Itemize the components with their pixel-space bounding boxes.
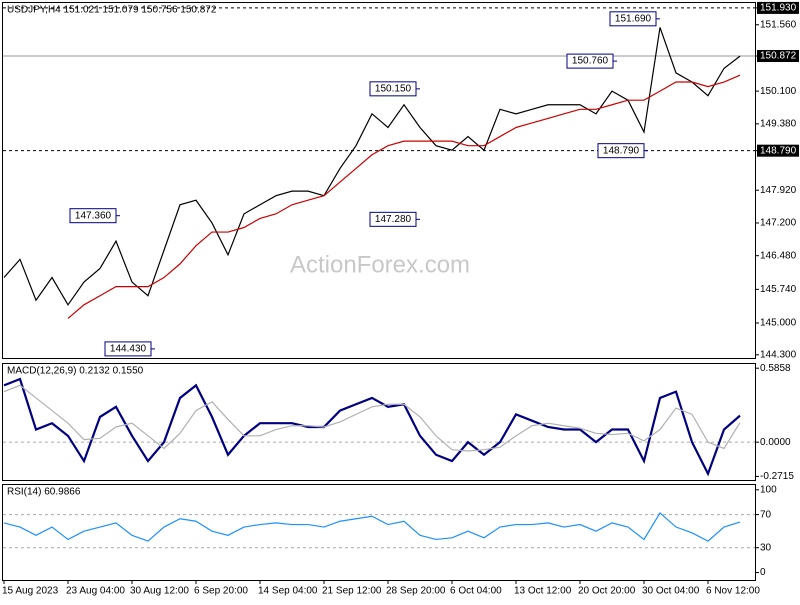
x-tick-label: 15 Aug 2023 — [2, 586, 59, 597]
series-line — [3, 384, 741, 452]
x-tick-label: 30 Oct 04:00 — [642, 586, 700, 597]
watermark: ActionForex.com — [290, 251, 470, 278]
x-tick-label: 13 Oct 12:00 — [514, 586, 572, 597]
x-tick-label: 6 Nov 12:00 — [706, 586, 760, 597]
annotation-box — [104, 341, 152, 357]
y-tick-label: 146.480 — [760, 250, 797, 261]
x-tick-label: 6 Sep 20:00 — [194, 586, 248, 597]
macd-panel — [2, 363, 756, 481]
tick-highlight — [757, 1, 799, 14]
y-tick-label: 149.380 — [760, 118, 797, 129]
macd-title: MACD(12,26,9) 0.2132 0.1550 — [7, 366, 144, 377]
annotation-box — [597, 143, 645, 159]
y-tick-label: 100 — [760, 484, 777, 495]
x-tick-label: 21 Sep 12:00 — [322, 586, 382, 597]
price-title: USDJPY,H4 151.021 151.079 150.756 150.87… — [7, 5, 217, 16]
y-tick-label: 145.740 — [760, 284, 797, 295]
y-tick-label: 150.872 — [760, 51, 797, 62]
x-tick-label: 20 Oct 20:00 — [578, 586, 636, 597]
annotation-box — [69, 208, 117, 224]
series-line — [3, 377, 741, 477]
y-tick-label: 30 — [760, 542, 772, 553]
rsi-title: RSI(14) 60.9866 — [7, 487, 81, 498]
annotation-label: 144.430 — [110, 344, 147, 355]
tick-highlight — [757, 50, 799, 63]
x-tick-label: 14 Sep 04:00 — [258, 586, 318, 597]
annotation-label: 147.360 — [75, 210, 112, 221]
annotation-label: 147.280 — [375, 214, 412, 225]
annotation-label: 148.790 — [603, 145, 640, 156]
y-tick-label: 0.5858 — [760, 363, 791, 374]
y-tick-label: 150.100 — [760, 86, 797, 97]
y-tick-label: -0.2715 — [760, 471, 794, 482]
y-tick-label: 147.200 — [760, 218, 797, 229]
annotation-box — [369, 81, 417, 97]
y-tick-label: 0.0000 — [760, 437, 791, 448]
x-tick-label: 28 Sep 20:00 — [386, 586, 446, 597]
y-tick-label: 0 — [760, 567, 766, 578]
x-tick-label: 23 Aug 04:00 — [66, 586, 125, 597]
y-tick-label: 147.920 — [760, 185, 797, 196]
series-line — [3, 27, 741, 306]
y-tick-label: 148.790 — [760, 145, 797, 156]
price-panel — [2, 2, 756, 359]
rsi-panel — [2, 484, 756, 581]
x-tick-label: 6 Oct 04:00 — [450, 586, 502, 597]
series-line — [67, 74, 741, 319]
y-tick-label: 151.560 — [760, 19, 797, 30]
annotation-label: 151.690 — [615, 13, 652, 24]
y-tick-label: 145.000 — [760, 318, 797, 329]
series-line — [3, 512, 741, 542]
x-tick-label: 30 Aug 12:00 — [130, 586, 189, 597]
y-tick-label: 70 — [760, 509, 772, 520]
y-tick-label: 144.300 — [760, 349, 797, 360]
annotation-box — [609, 11, 657, 27]
y-tick-label: 151.930 — [760, 3, 797, 14]
annotation-box — [566, 53, 614, 69]
annotation-box — [369, 211, 417, 227]
annotation-label: 150.150 — [375, 83, 412, 94]
tick-highlight — [757, 144, 799, 157]
annotation-label: 150.760 — [572, 56, 609, 67]
